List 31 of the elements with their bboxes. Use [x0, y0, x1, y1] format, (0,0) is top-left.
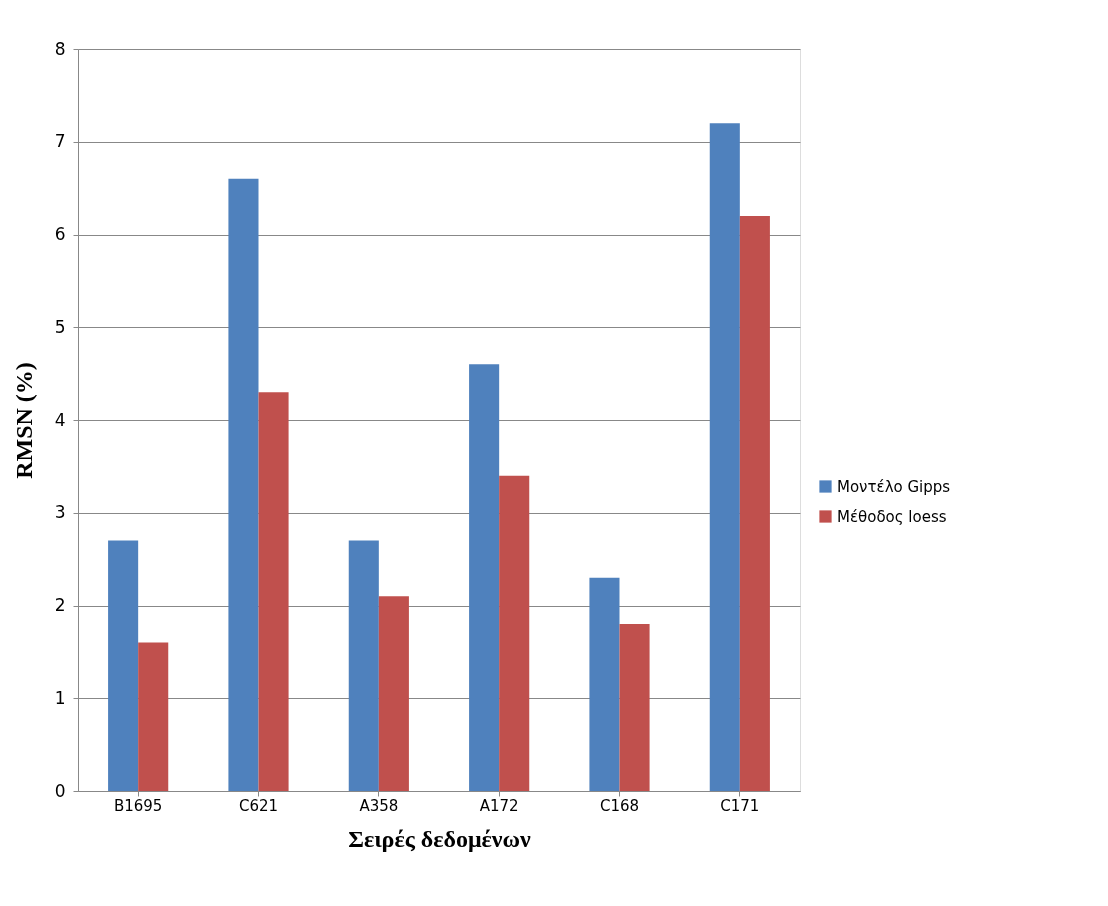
x-tick-label: A358 — [359, 796, 399, 815]
y-tick-label: 0 — [54, 780, 66, 801]
x-tick-label: B1695 — [113, 796, 163, 815]
x-tick-label: C171 — [720, 796, 760, 815]
bar — [378, 596, 409, 791]
bar — [499, 475, 530, 791]
y-tick-label: 8 — [54, 38, 66, 59]
y-tick-label: 7 — [54, 131, 66, 152]
bar — [228, 178, 259, 791]
x-tick-label: A172 — [479, 796, 519, 815]
legend-label: Μέθοδος loess — [837, 507, 947, 526]
bar — [258, 392, 289, 791]
bar — [348, 540, 379, 791]
y-tick-label: 3 — [54, 502, 66, 523]
bar — [108, 540, 139, 791]
y-axis-title: RMSN (%) — [10, 362, 37, 479]
y-tick-label: 1 — [54, 687, 66, 708]
y-tick-label: 2 — [54, 595, 66, 615]
x-axis-title: Σειρές δεδομένων — [348, 825, 532, 852]
bar — [739, 215, 770, 791]
y-tick-label: 5 — [54, 316, 66, 337]
legend-label: Μοντέλο Gipps — [837, 477, 951, 496]
x-tick-label: C621 — [238, 796, 279, 815]
y-tick-label: 4 — [54, 409, 66, 430]
bar — [138, 642, 169, 791]
bar — [709, 123, 740, 791]
x-tick-label: C168 — [599, 796, 640, 815]
y-tick-label: 6 — [54, 224, 66, 244]
bar — [589, 577, 620, 791]
bar — [469, 364, 500, 791]
bar — [619, 624, 650, 791]
